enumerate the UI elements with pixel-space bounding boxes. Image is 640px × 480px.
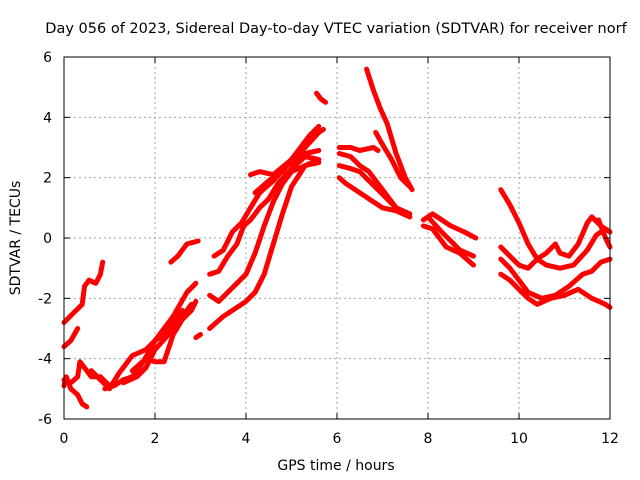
series-arc-14 xyxy=(207,157,322,331)
series-arc-12 xyxy=(211,148,322,259)
x-tick-label: 2 xyxy=(151,431,160,447)
series-arc-30 xyxy=(498,271,613,310)
series-arc-4 xyxy=(61,374,90,410)
x-axis-label: GPS time / hours xyxy=(277,458,394,474)
series-arc-23 xyxy=(373,129,413,190)
series-arc-18 xyxy=(336,175,413,220)
series-arc-9 xyxy=(168,238,201,265)
y-tick-label: 6 xyxy=(43,50,52,66)
x-tick-label: 0 xyxy=(60,431,69,447)
x-tick-label: 4 xyxy=(242,431,251,447)
y-tick-label: -6 xyxy=(38,412,52,428)
series-arc-25 xyxy=(420,223,476,268)
x-tick-label: 10 xyxy=(510,431,528,447)
series-arc-11 xyxy=(207,154,322,277)
y-tick-label: 2 xyxy=(43,171,52,187)
series-arc-13 xyxy=(207,160,322,304)
y-tick-label: 4 xyxy=(43,110,52,126)
y-tick-label: -4 xyxy=(38,352,52,368)
series-arc-17 xyxy=(314,90,329,105)
series-arc-10 xyxy=(193,332,203,341)
series-arc-1 xyxy=(61,259,106,325)
y-axis-label: SDTVAR / TECUs xyxy=(8,181,24,296)
axis-ticks: 0 2 4 6 8 10 12 -6 -4 -2 0 2 4 6 xyxy=(38,50,619,447)
series-arc-8 xyxy=(120,301,194,386)
series-arc-27 xyxy=(498,187,608,271)
series-arc-28 xyxy=(498,214,613,271)
x-tick-label: 12 xyxy=(601,431,619,447)
series-arc-20 xyxy=(336,151,413,217)
series-arc-16 xyxy=(252,123,322,196)
series-arc-2 xyxy=(61,326,81,350)
grid xyxy=(64,57,610,419)
series-arc-24 xyxy=(420,211,479,241)
series-arc-21 xyxy=(336,145,381,153)
series-arc-22 xyxy=(364,66,415,193)
series-arc-26 xyxy=(425,214,476,259)
y-tick-label: 0 xyxy=(43,231,52,247)
x-tick-label: 6 xyxy=(333,431,342,447)
x-tick-label: 8 xyxy=(424,431,433,447)
chart-title: Day 056 of 2023, Sidereal Day-to-day VTE… xyxy=(45,21,627,37)
y-tick-label: -2 xyxy=(38,291,52,307)
